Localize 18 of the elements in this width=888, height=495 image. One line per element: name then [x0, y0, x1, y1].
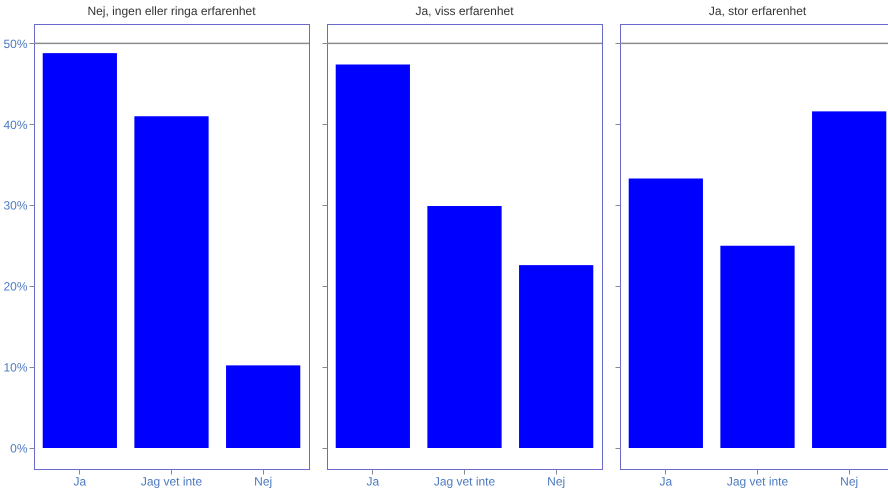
y-tick-label: 20%: [3, 280, 28, 294]
x-tick-label: Ja: [366, 474, 380, 488]
chart-title: Ja, stor erfarenhet: [708, 4, 807, 18]
y-tick-label: 50%: [3, 36, 28, 51]
y-tick-label: 30%: [3, 198, 28, 213]
y-tick-label: 40%: [3, 118, 28, 132]
chart-title: Ja, viss erfarenhet: [415, 4, 514, 18]
y-tick-label: 0%: [10, 441, 28, 456]
x-tick-label: Nej: [254, 474, 272, 488]
x-tick-label: Ja: [73, 474, 86, 488]
x-tick-label: Jag vet inte: [140, 474, 203, 488]
x-tick-label: Ja: [659, 474, 672, 488]
x-tick-label: Nej: [547, 474, 566, 488]
x-tick-label: Jag vet inte: [434, 474, 496, 488]
x-tick-label: Jag vet inte: [726, 474, 789, 488]
y-tick-label: 10%: [3, 360, 28, 375]
x-tick-label: Nej: [840, 474, 858, 488]
chart-title: Nej, ingen eller ringa erfarenhet: [87, 4, 256, 18]
